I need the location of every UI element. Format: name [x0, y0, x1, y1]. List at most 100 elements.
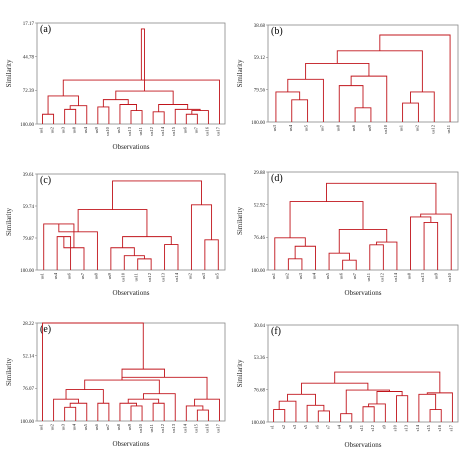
y-tick-label: 52.14: [23, 354, 35, 359]
dendrogram-link: [190, 204, 213, 270]
leaf-label: us13: [420, 272, 425, 281]
leaf-label: us4: [53, 272, 58, 279]
dendrogram-link: [158, 104, 189, 112]
dendrogram-link: [396, 395, 409, 422]
dendrogram-link: [273, 409, 286, 422]
panel-label: (a): [40, 24, 51, 35]
leaf-label: us12: [147, 272, 152, 281]
leaf-label: us6: [94, 423, 99, 430]
dendrogram-link: [418, 393, 437, 422]
dendrogram-link: [340, 413, 353, 422]
y-tick-label: 79.56: [254, 88, 266, 93]
leaf-label: us14: [160, 126, 165, 135]
dendrogram-link: [53, 398, 79, 421]
dendrogram-link: [345, 389, 390, 414]
leaf-label: s1: [270, 424, 275, 429]
y-tick-label: 30.04: [254, 324, 266, 329]
dendrogram-link: [121, 376, 208, 400]
dendrogram-link: [334, 371, 441, 393]
dendrogram-link: [102, 99, 129, 107]
dendrogram-link: [65, 389, 104, 404]
leaf-label: us16: [204, 126, 209, 135]
leaf-label: us6: [67, 272, 72, 279]
dendrogram-link: [47, 95, 79, 115]
leaf-label: us6: [182, 126, 187, 133]
dendrogram-link: [294, 245, 316, 270]
leaf-label: us12: [430, 124, 435, 133]
y-tick-label: 44.78: [23, 55, 35, 60]
y-tick-label: 100.00: [251, 269, 265, 274]
y-tick-label: 100.00: [251, 421, 265, 426]
plot-frame: [267, 24, 459, 123]
leaf-label: us14: [393, 272, 398, 281]
leaf-label: us10: [138, 423, 143, 432]
dendrogram-link: [115, 90, 174, 105]
leaf-label: us16: [204, 423, 209, 432]
leaf-label: us3: [272, 124, 277, 131]
leaf-label: us8: [93, 272, 98, 279]
y-tick-label: 100.00: [20, 123, 34, 128]
leaf-label: us7: [319, 124, 324, 131]
leaf-label: us1: [271, 272, 276, 279]
leaf-label: s16: [437, 424, 442, 431]
leaf-label: us8: [116, 423, 121, 430]
leaf-label: s13: [404, 424, 409, 431]
dendrogram-link: [121, 368, 165, 381]
leaf-label: us4: [72, 423, 77, 430]
leaf-label: us1: [399, 124, 404, 131]
leaf-label: us12: [379, 272, 384, 281]
dendrogram-link: [42, 322, 144, 421]
leaf-label: us13: [161, 272, 166, 281]
leaf-label: us11: [149, 423, 154, 432]
dendrogram-link: [174, 108, 201, 124]
leaf-label: us13: [171, 423, 176, 432]
dendrogram-link: [402, 102, 419, 122]
dendrogram-link: [410, 216, 432, 270]
dendrogram-link: [58, 223, 98, 270]
leaf-label: us3: [201, 272, 206, 279]
leaf-label: us9: [367, 124, 372, 131]
y-tick-label: 39.61: [23, 173, 35, 178]
leaf-label: s14: [415, 424, 420, 431]
leaf-label: us2: [50, 423, 55, 430]
leaf-label: us3: [61, 423, 66, 430]
leaf-label: s10: [393, 424, 398, 431]
dendrogram-link: [278, 400, 297, 422]
panel-label: (b): [271, 26, 283, 37]
leaf-label: s8: [348, 424, 353, 429]
leaf-label: us1: [39, 126, 44, 133]
leaf-label: us4: [288, 124, 293, 131]
dendrogram-link: [289, 201, 364, 238]
leaf-label: us10: [383, 124, 388, 133]
dendrogram-link: [291, 99, 309, 122]
leaf-label: s17: [448, 424, 453, 431]
leaf-label: us5: [325, 272, 330, 279]
leaf-label: s6: [314, 424, 319, 429]
dendrogram-link: [287, 78, 324, 122]
leaf-label: s9: [381, 424, 386, 429]
dendrogram-link: [350, 75, 388, 122]
dendrogram-link: [376, 241, 398, 270]
dendrogram-link: [196, 409, 209, 421]
y-tick-label: 100.00: [251, 121, 265, 126]
dendrogram-link: [185, 113, 198, 124]
leaf-label: us7: [105, 423, 110, 430]
dendrogram-link: [362, 406, 375, 422]
leaf-label: us3: [298, 272, 303, 279]
dendrogram-link: [306, 404, 325, 422]
x-axis-label: Observations: [113, 143, 150, 151]
leaf-label: s11: [359, 424, 364, 431]
dendrogram-link: [62, 79, 220, 124]
leaf-label: us11: [446, 124, 451, 133]
leaf-label: us14: [174, 272, 179, 281]
x-axis-label: Observations: [345, 289, 382, 297]
leaf-label: us4: [83, 126, 88, 133]
leaf-label: us2: [50, 126, 55, 133]
plot-frame: [267, 171, 459, 271]
panel-b: (b) 38.68 59.12 79.56 100.00 Similarity us3 us4…: [236, 24, 459, 134]
leaf-label: s5: [303, 424, 308, 429]
leaf-label: s4: [337, 424, 342, 429]
leaf-label: us7: [193, 126, 198, 133]
dendrogram-link: [317, 410, 330, 422]
